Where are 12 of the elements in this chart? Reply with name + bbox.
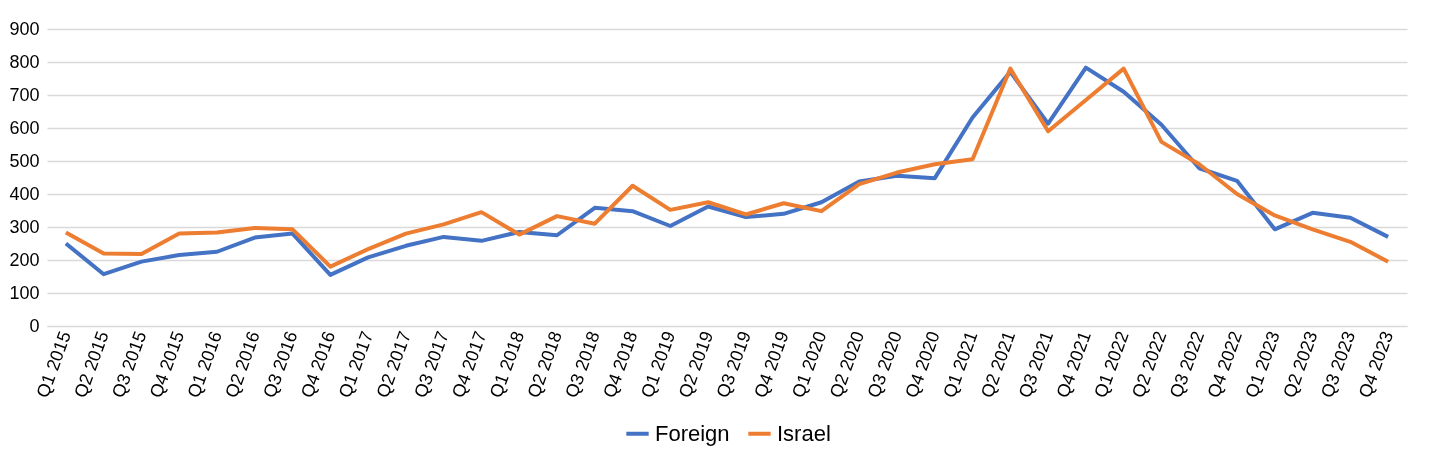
y-tick-label: 400 [9, 183, 40, 204]
y-tick-label: 900 [9, 18, 40, 39]
y-tick-label: 700 [9, 84, 40, 105]
y-tick-label: 100 [9, 282, 40, 303]
legend-label: Foreign [655, 420, 730, 446]
y-tick-label: 600 [9, 117, 40, 138]
legend-label: Israel [777, 420, 831, 446]
y-tick-label: 200 [9, 249, 40, 270]
y-tick-label: 500 [9, 150, 40, 171]
y-tick-label: 800 [9, 51, 40, 72]
y-tick-label: 300 [9, 216, 40, 237]
y-tick-label: 0 [29, 315, 40, 336]
